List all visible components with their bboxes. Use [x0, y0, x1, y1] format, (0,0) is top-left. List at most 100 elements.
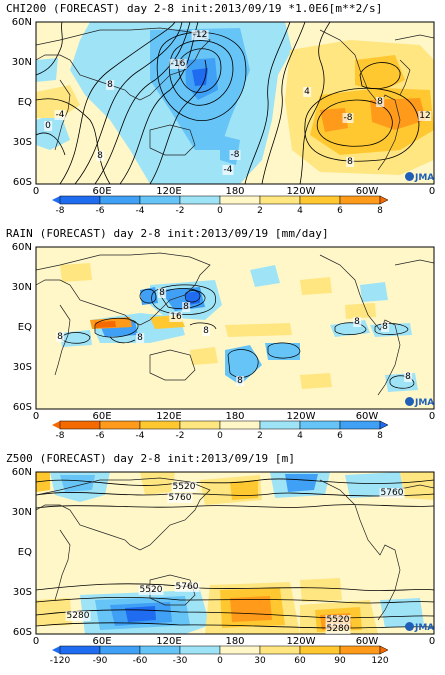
lat-label: 30S — [12, 137, 32, 148]
lat-label: 60S — [12, 177, 32, 188]
contour-label: 8 — [202, 326, 210, 336]
colorbar-label: -8 — [55, 206, 65, 216]
contour-label: 5520 — [138, 585, 164, 595]
jma-badge: JMA — [405, 172, 434, 183]
jma-badge: JMA — [405, 622, 434, 633]
z500-colorbar — [52, 645, 389, 655]
contour-label: 8 — [346, 157, 354, 167]
contour-label: 8 — [376, 97, 384, 107]
colorbar-label: 90 — [334, 656, 346, 666]
lat-label: 30N — [11, 57, 32, 68]
contour-label: 8 — [158, 288, 166, 298]
rain-colorbar — [52, 420, 389, 430]
contour-label: 5280 — [65, 611, 91, 621]
colorbar-label: 6 — [337, 206, 343, 216]
chi200-map — [35, 21, 435, 205]
lat-label: 30S — [12, 362, 32, 373]
colorbar-label: 30 — [254, 656, 266, 666]
colorbar-label: -6 — [95, 206, 105, 216]
lat-label: 60N — [11, 242, 32, 253]
lat-label: 30N — [11, 507, 32, 518]
lon-label: 60E — [92, 411, 112, 422]
contour-label: 8 — [353, 317, 361, 327]
lon-label: 60W — [355, 186, 379, 197]
colorbar-label: 8 — [377, 206, 383, 216]
colorbar-label: 0 — [217, 431, 223, 441]
contour-label: -8 — [229, 150, 241, 160]
colorbar-label: 8 — [377, 431, 383, 441]
colorbar-label: -2 — [175, 431, 185, 441]
contour-label: 5520 — [171, 482, 197, 492]
lon-label: 180 — [225, 636, 245, 647]
chi200-panel: CHI200 (FORECAST) day 2-8 init:2013/09/1… — [0, 0, 445, 225]
lon-label: 0 — [32, 186, 40, 197]
lon-label: 0 — [428, 636, 436, 647]
lon-label: 0 — [428, 186, 436, 197]
colorbar-label: -4 — [135, 431, 145, 441]
chi200-colorbar — [52, 195, 389, 205]
lat-label: EQ — [17, 97, 32, 108]
colorbar-label: 2 — [257, 206, 263, 216]
rain-title: RAIN (FORECAST) day 2-8 init:2013/09/19 … — [6, 227, 329, 240]
lat-label: 30S — [12, 587, 32, 598]
contour-label: 8 — [182, 302, 190, 312]
jma-logo-icon — [405, 397, 414, 406]
contour-label: -4 — [222, 165, 234, 175]
z500-map — [35, 471, 435, 655]
contour-label: -4 — [54, 110, 66, 120]
chi200-title: CHI200 (FORECAST) day 2-8 init:2013/09/1… — [6, 2, 383, 15]
contour-label: 8 — [381, 322, 389, 332]
colorbar-label: -4 — [135, 206, 145, 216]
colorbar-label: 6 — [337, 431, 343, 441]
z500-title: Z500 (FORECAST) day 2-8 init:2013/09/19 … — [6, 452, 296, 465]
lon-label: 60E — [92, 186, 112, 197]
lat-label: 60S — [12, 627, 32, 638]
colorbar-label: -8 — [55, 431, 65, 441]
contour-label: -8 — [342, 113, 354, 123]
lat-label: EQ — [17, 547, 32, 558]
contour-label: -12 — [191, 30, 209, 40]
lon-label: 120E — [156, 186, 182, 197]
contour-label: 5280 — [325, 624, 351, 634]
colorbar-label: 0 — [217, 656, 223, 666]
contour-label: 0 — [44, 121, 52, 131]
lat-label: 60N — [11, 17, 32, 28]
rain-map — [35, 246, 435, 430]
lon-label: 120W — [286, 186, 316, 197]
contour-label: 12 — [418, 111, 432, 121]
colorbar-label: -90 — [92, 656, 108, 666]
lon-label: 120E — [156, 411, 182, 422]
contour-label: -16 — [169, 59, 187, 69]
contour-label: 5760 — [167, 493, 193, 503]
rain-panel: RAIN (FORECAST) day 2-8 init:2013/09/19 … — [0, 225, 445, 450]
contour-label: 5760 — [379, 488, 405, 498]
lon-label: 60W — [355, 636, 379, 647]
lon-label: 120W — [286, 411, 316, 422]
contour-label: 16 — [169, 312, 183, 322]
lon-label: 60E — [92, 636, 112, 647]
lon-label: 0 — [428, 411, 436, 422]
lat-label: 60S — [12, 402, 32, 413]
jma-logo-icon — [405, 622, 414, 631]
contour-label: 8 — [106, 80, 114, 90]
lon-label: 180 — [225, 411, 245, 422]
lat-label: 30N — [11, 282, 32, 293]
contour-label: 8 — [404, 372, 412, 382]
colorbar-label: 60 — [294, 656, 306, 666]
lon-label: 0 — [32, 636, 40, 647]
contour-label: 8 — [136, 333, 144, 343]
contour-label: 4 — [303, 87, 311, 97]
lat-label: 60N — [11, 467, 32, 478]
colorbar-label: -120 — [49, 656, 71, 666]
colorbar-label: 2 — [257, 431, 263, 441]
colorbar-label: -6 — [95, 431, 105, 441]
colorbar-label: 120 — [371, 656, 389, 666]
lat-label: EQ — [17, 322, 32, 333]
lon-label: 180 — [225, 186, 245, 197]
contour-label: 8 — [56, 332, 64, 342]
contour-label: 8 — [96, 151, 104, 161]
colorbar-label: -30 — [172, 656, 188, 666]
colorbar-label: -2 — [175, 206, 185, 216]
jma-logo-icon — [405, 172, 414, 181]
contour-label: 8 — [236, 376, 244, 386]
